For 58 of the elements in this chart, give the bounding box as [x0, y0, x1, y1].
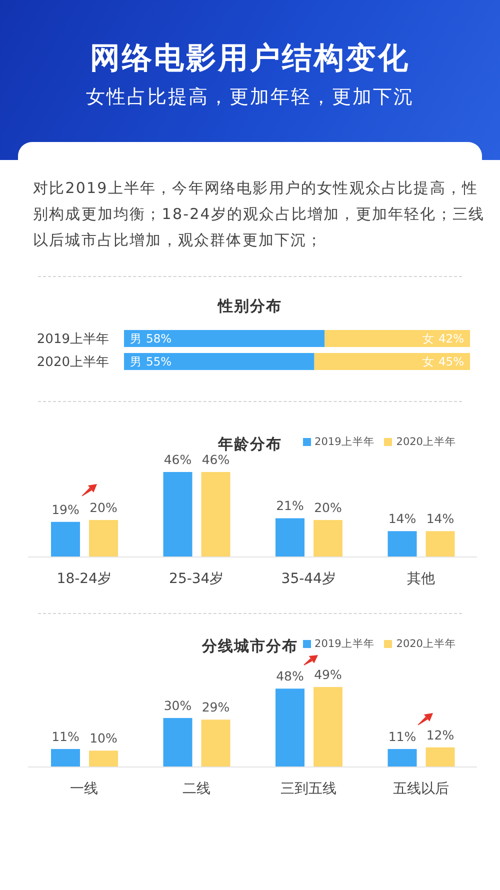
data-label: 45%: [438, 354, 464, 368]
x-tick-label: 一线: [70, 780, 98, 797]
bar: [276, 688, 304, 767]
bar: [314, 520, 342, 557]
bar: [201, 720, 230, 767]
bar: [163, 718, 192, 767]
bar: [388, 749, 417, 767]
x-tick-label: 35-44岁: [281, 570, 336, 587]
x-tick-label: 25-34岁: [169, 570, 224, 587]
bar: [276, 518, 304, 557]
data-label: 21%: [276, 498, 304, 514]
data-label: 46%: [202, 452, 230, 467]
data-label: 14%: [426, 511, 454, 526]
text: 对比2019上半年，今年网络电影用户的女性观众占比提高，性别构成更加均衡；18-24岁的观众占比增加，更加年轻化；三线以后城市占比增加，观众群体更加下沉；: [33, 178, 485, 251]
series-label: 男: [130, 332, 142, 346]
data-label: 49%: [314, 667, 342, 682]
data-label: 42%: [438, 332, 464, 346]
data-label: 12%: [426, 727, 454, 742]
data-label: 29%: [202, 700, 230, 715]
data-label: 46%: [164, 452, 192, 467]
x-tick-label: 二线: [182, 780, 210, 797]
data-label: 58%: [146, 332, 172, 346]
x-tick-label: 其他: [406, 570, 435, 587]
bar: [426, 531, 455, 557]
data-label: 55%: [146, 354, 172, 368]
bar: [426, 747, 455, 767]
bar: [89, 520, 118, 557]
bar: [51, 749, 80, 767]
text: 男: [130, 354, 142, 368]
legend-label: 2019上半年: [314, 638, 374, 650]
data-label: 19%: [52, 502, 80, 517]
bar: [163, 472, 192, 557]
chart-title: 分线城市分布: [202, 637, 298, 655]
data-label: 20%: [90, 500, 118, 516]
data-label: 11%: [388, 729, 416, 744]
bar: [89, 750, 118, 767]
legend-label: 2019上半年: [314, 436, 374, 448]
legend-label: 2020上半年: [396, 436, 456, 448]
data-label: 10%: [90, 730, 118, 746]
data-label: 30%: [164, 698, 192, 714]
text: 女: [422, 354, 434, 368]
text: 女性占比提高，更加年轻，更加下沉: [86, 86, 414, 108]
data-label: 48%: [276, 668, 304, 684]
x-tick-label: 三到五线: [280, 780, 337, 797]
bar: [51, 522, 80, 557]
text: 网络电影用户结构变化: [90, 41, 410, 76]
x-tick-label: 五线以后: [392, 780, 449, 797]
series-label: 女: [422, 332, 434, 346]
data-label: 20%: [314, 500, 342, 516]
x-tick-label: 18-24岁: [56, 570, 112, 587]
legend-label: 2020上半年: [396, 638, 456, 650]
bar: [388, 531, 417, 557]
data-label: 14%: [388, 511, 416, 526]
data-label: 11%: [52, 729, 80, 744]
bar: [201, 472, 230, 557]
bar: [314, 687, 342, 767]
chart-title: 年龄分布: [218, 435, 282, 453]
chart-title: 性别分布: [218, 297, 282, 315]
